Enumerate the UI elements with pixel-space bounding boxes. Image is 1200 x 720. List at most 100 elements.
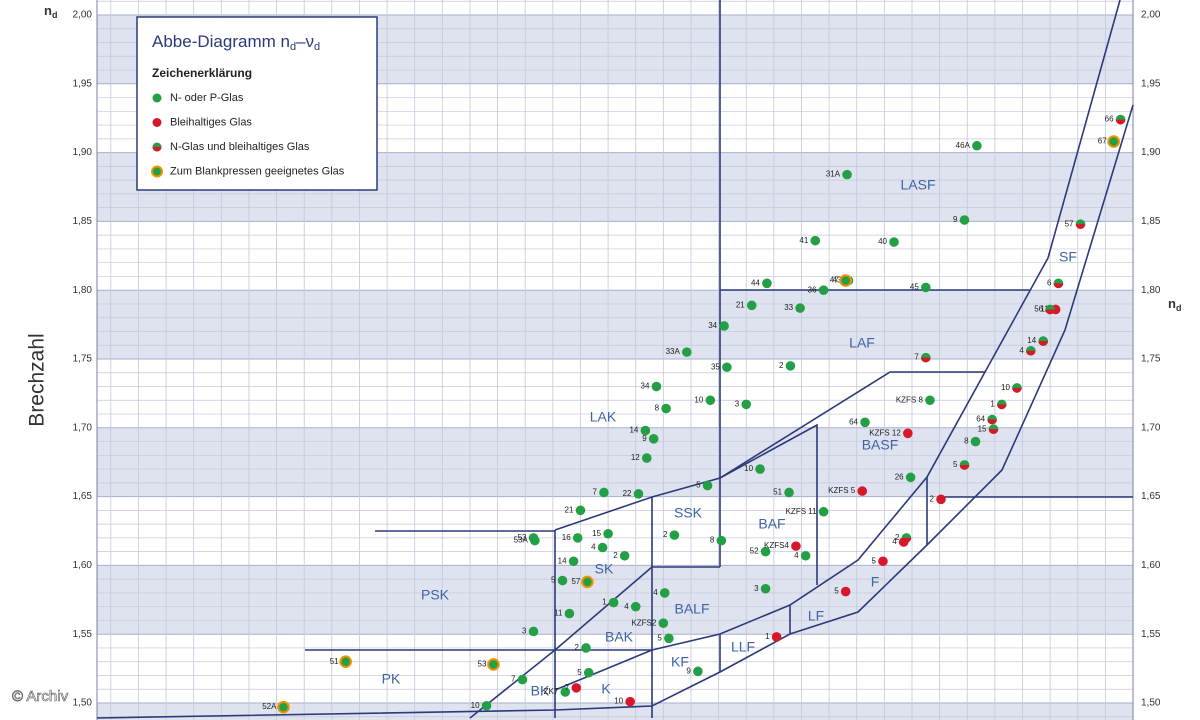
marker-dot xyxy=(152,93,162,103)
point-label: 3 xyxy=(754,584,759,593)
marker-dot xyxy=(716,535,727,546)
marker xyxy=(857,486,868,496)
marker-dot xyxy=(152,118,162,127)
point-label: 33 xyxy=(784,303,793,312)
point-label: 14 xyxy=(558,556,567,565)
point-label: 5 xyxy=(696,481,701,490)
marker xyxy=(630,601,641,612)
marker xyxy=(921,352,931,363)
marker xyxy=(746,300,757,311)
marker-dot xyxy=(597,542,608,553)
y2-tick-label: 1,75 xyxy=(1141,354,1161,365)
marker xyxy=(860,417,870,428)
marker xyxy=(741,399,752,410)
marker xyxy=(1025,345,1036,356)
marker xyxy=(661,403,671,414)
marker xyxy=(583,667,594,678)
marker xyxy=(557,575,568,586)
legend-box xyxy=(136,16,378,191)
marker-dot xyxy=(784,487,794,498)
marker xyxy=(959,215,970,225)
marker-dot xyxy=(682,347,692,357)
marker-dot xyxy=(583,667,594,678)
region-label: SSK xyxy=(674,505,703,521)
marker xyxy=(903,428,913,439)
marker xyxy=(564,608,575,619)
marker-dot xyxy=(517,674,528,685)
region-label: LASF xyxy=(900,177,935,193)
region-label: LAK xyxy=(590,409,617,425)
marker-dot xyxy=(755,464,765,474)
marker-dot xyxy=(857,486,868,496)
point-label: 4 xyxy=(892,537,897,546)
marker xyxy=(1075,219,1086,229)
marker xyxy=(901,533,912,543)
marker xyxy=(755,464,765,474)
marker xyxy=(785,361,796,371)
marker xyxy=(339,655,352,669)
marker xyxy=(568,556,579,567)
marker xyxy=(608,597,619,608)
marker xyxy=(487,658,500,671)
marker xyxy=(996,399,1007,410)
point-label: 22 xyxy=(623,489,632,498)
point-label: 5 xyxy=(657,633,662,642)
marker xyxy=(651,381,662,392)
marker-dot xyxy=(719,321,729,331)
marker-dot xyxy=(530,535,540,546)
marker xyxy=(702,480,713,491)
marker xyxy=(571,683,582,693)
point-label: 53 xyxy=(518,533,527,542)
marker-dot xyxy=(791,541,801,551)
region-label: LF xyxy=(808,608,824,624)
axis-symbol: nd xyxy=(44,3,57,20)
marker xyxy=(842,169,852,180)
point-label: 52 xyxy=(750,547,759,556)
point-label: KZFS 5 xyxy=(828,486,856,495)
region-label: KF xyxy=(671,654,689,670)
y2-tick-label: 1,90 xyxy=(1141,147,1161,158)
marker-dot xyxy=(693,666,703,677)
watermark: © Archiv xyxy=(12,688,69,705)
y-tick-label: 1,50 xyxy=(73,698,93,709)
point-label: 9 xyxy=(953,215,958,224)
marker xyxy=(560,687,571,697)
marker xyxy=(719,321,729,331)
marker xyxy=(597,542,608,553)
marker-dot xyxy=(839,274,852,287)
marker xyxy=(619,550,630,561)
point-label: KZFS 12 xyxy=(869,428,901,437)
marker xyxy=(599,487,609,498)
point-label: KZFS4 xyxy=(764,541,789,550)
point-label: 5 xyxy=(551,576,556,585)
y2-tick-label: 1,85 xyxy=(1141,216,1161,227)
marker-dot xyxy=(571,683,582,693)
point-label: 10 xyxy=(614,697,623,706)
point-label: 4 xyxy=(794,551,799,560)
marker-dot xyxy=(581,575,594,589)
y-tick-label: 1,95 xyxy=(73,78,93,89)
point-label: 66 xyxy=(1105,115,1114,124)
marker xyxy=(878,556,888,567)
legend-label: Zum Blankpressen geeignetes Glas xyxy=(170,165,345,177)
marker xyxy=(517,674,528,685)
marker xyxy=(581,575,594,589)
y2-tick-label: 1,65 xyxy=(1141,491,1161,502)
marker xyxy=(818,285,829,296)
point-label: 11 xyxy=(554,609,563,618)
region-label: SF xyxy=(1059,249,1077,265)
region-label: BK xyxy=(531,683,550,699)
marker xyxy=(1053,278,1064,289)
marker-dot xyxy=(560,687,571,697)
point-label: 53A xyxy=(514,536,529,545)
marker-dot xyxy=(564,608,575,619)
marker-dot xyxy=(705,395,716,406)
marker xyxy=(530,535,540,546)
band xyxy=(97,427,1133,497)
marker-dot xyxy=(970,436,981,447)
marker-half xyxy=(1038,341,1049,346)
marker-dot xyxy=(633,489,644,499)
marker xyxy=(151,165,163,178)
legend-label: N-Glas und bleihaltiges Glas xyxy=(170,141,310,153)
